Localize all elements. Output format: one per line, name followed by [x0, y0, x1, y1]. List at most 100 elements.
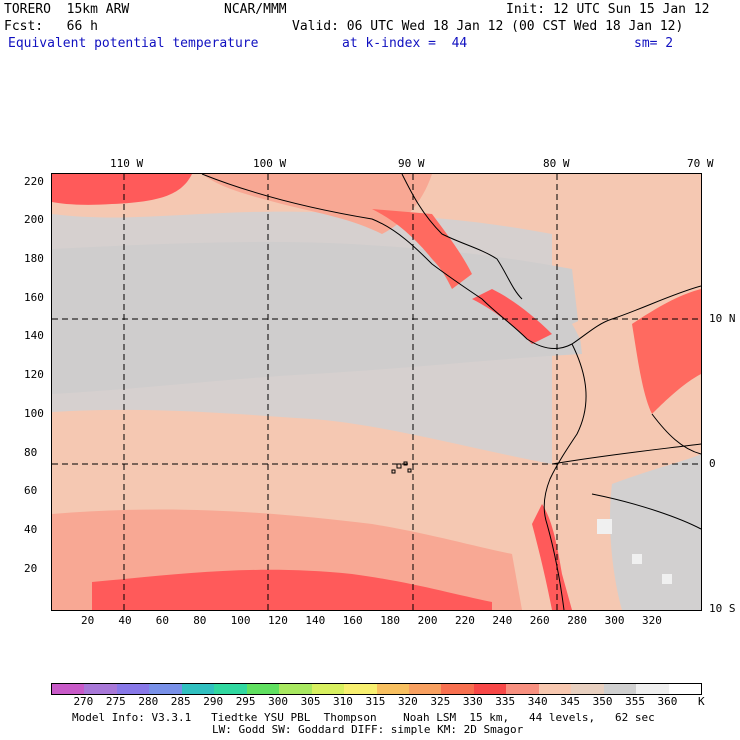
colorbar-label: 315: [365, 695, 386, 708]
model-title: TORERO 15km ARW: [4, 2, 130, 17]
x-tick-label: 320: [642, 614, 662, 627]
x-tick-label: 180: [380, 614, 401, 627]
y-tick-label: 160: [24, 291, 44, 304]
y-tick-label: 140: [24, 329, 44, 342]
x-tick-label: 120: [268, 614, 288, 627]
lon-label: 70 W: [687, 157, 714, 170]
colorbar-label: 350: [592, 695, 613, 708]
x-tick-label: 20: [81, 614, 95, 627]
colorbar: [51, 683, 702, 695]
theta-e-map: [52, 174, 701, 610]
colorbar-swatch: [571, 684, 605, 694]
smoothing-label: sm= 2: [634, 36, 674, 51]
andes-355: [597, 519, 672, 584]
colorbar-swatch: [668, 684, 702, 694]
x-tick-label: 280: [567, 614, 588, 627]
colorbar-label: 340: [527, 695, 548, 708]
field-name: Equivalent potential temperature: [8, 36, 259, 51]
colorbar-label: 320: [397, 695, 418, 708]
coastline-caribbean: [401, 174, 523, 300]
colorbar-swatch: [506, 684, 540, 694]
model-info-line1: Model Info: V3.3.1 Tiedtke YSU PBL Thomp…: [72, 711, 655, 724]
lon-label: 110 W: [110, 157, 144, 170]
y-tick-label: 220: [24, 175, 44, 188]
x-tick-label: 80: [193, 614, 207, 627]
colorbar-label: 335: [495, 695, 516, 708]
map-panel: [51, 173, 702, 611]
lat-label: 10 S: [709, 602, 736, 615]
colorbar-swatch: [181, 684, 215, 694]
costa-rica-330: [472, 289, 552, 344]
amazon-350: [610, 454, 701, 610]
colorbar-label: 285: [170, 695, 191, 708]
galapagos-islands: [391, 461, 412, 474]
colorbar-unit: K: [698, 695, 705, 708]
colorbar-label: 330: [462, 695, 483, 708]
colorbar-label: 270: [73, 695, 94, 708]
colorbar-swatch: [214, 684, 248, 694]
y-tick-label: 80: [24, 446, 38, 459]
colorbar-swatch: [376, 684, 410, 694]
colorbar-swatch: [84, 684, 118, 694]
x-tick-label: 300: [604, 614, 625, 627]
coastline-south-america: [543, 343, 587, 610]
colorbar-swatch: [408, 684, 442, 694]
x-tick-label: 160: [342, 614, 363, 627]
colorbar-swatch: [344, 684, 377, 694]
country-borders: [551, 413, 701, 530]
colorbar-swatch: [52, 684, 85, 694]
colorbar-swatch: [603, 684, 637, 694]
peru-coast-330: [532, 504, 572, 610]
colombia-330: [632, 289, 701, 414]
y-tick-label: 200: [24, 213, 44, 226]
x-tick-label: 200: [417, 614, 438, 627]
lat-label: 10 N: [709, 312, 736, 325]
colorbar-swatch: [116, 684, 150, 694]
y-tick-label: 180: [24, 252, 44, 265]
valid-time: Valid: 06 UTC Wed 18 Jan 12 (00 CST Wed …: [292, 19, 684, 34]
colorbar-label: 275: [105, 695, 126, 708]
x-tick-label: 140: [305, 614, 326, 627]
lon-label: 80 W: [543, 157, 570, 170]
x-tick-label: 260: [529, 614, 550, 627]
y-tick-label: 60: [24, 484, 38, 497]
coastline-pacific: [201, 174, 701, 350]
colorbar-swatch: [246, 684, 280, 694]
band-330-north: [52, 174, 192, 205]
colorbar-swatch: [149, 684, 183, 694]
lon-label: 100 W: [253, 157, 287, 170]
colorbar-label: 300: [268, 695, 289, 708]
colorbar-label: 280: [138, 695, 159, 708]
colorbar-label: 295: [235, 695, 256, 708]
colorbar-label: 305: [300, 695, 321, 708]
colorbar-swatch: [636, 684, 670, 694]
model-info-line2: LW: Godd SW: Goddard DIFF: simple KM: 2D…: [212, 723, 524, 736]
x-tick-label: 220: [455, 614, 475, 627]
colorbar-swatch: [473, 684, 507, 694]
lat-label: 0: [709, 457, 716, 470]
forecast-hour: Fcst: 66 h: [4, 19, 98, 34]
central-america-330: [372, 209, 472, 289]
x-tick-label: 60: [155, 614, 170, 627]
colorbar-label: 310: [333, 695, 353, 708]
y-tick-label: 100: [24, 407, 44, 420]
colorbar-label: 360: [657, 695, 678, 708]
y-tick-label: 20: [24, 562, 38, 575]
y-tick-label: 120: [24, 368, 44, 381]
colorbar-label: 325: [430, 695, 451, 708]
x-tick-label: 100: [230, 614, 251, 627]
colorbar-swatch: [311, 684, 345, 694]
x-tick-label: 40: [118, 614, 132, 627]
band-330-south: [92, 569, 492, 610]
init-time: Init: 12 UTC Sun 15 Jan 12: [506, 2, 710, 17]
colorbar-swatch: [441, 684, 475, 694]
lat-lon-grid: [52, 174, 701, 610]
organization-label: NCAR/MMM: [224, 2, 287, 17]
colorbar-swatch: [538, 684, 572, 694]
x-tick-label: 240: [492, 614, 513, 627]
colorbar-label: 290: [203, 695, 224, 708]
colorbar-label: 355: [625, 695, 645, 708]
colorbar-label: 345: [560, 695, 581, 708]
y-tick-label: 40: [24, 523, 38, 536]
lon-label: 90 W: [398, 157, 425, 170]
